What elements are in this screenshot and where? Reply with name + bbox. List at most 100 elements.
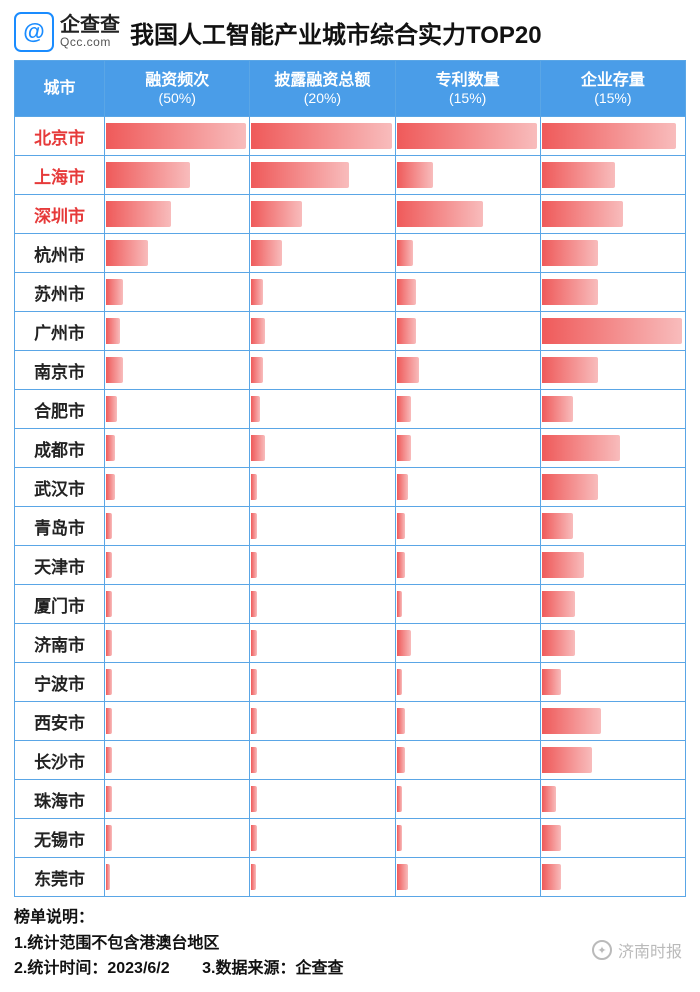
table-row: 合肥市 (15, 390, 686, 429)
bar-cell (395, 663, 540, 702)
bar (106, 708, 112, 734)
bar-cell (540, 741, 685, 780)
bar-cell (395, 234, 540, 273)
bar (397, 435, 411, 461)
bar (397, 513, 405, 539)
bar-cell (540, 429, 685, 468)
table-row: 厦门市 (15, 585, 686, 624)
city-name: 杭州市 (15, 234, 105, 273)
bar-cell (250, 858, 395, 897)
bar-cell (395, 468, 540, 507)
table-row: 东莞市 (15, 858, 686, 897)
bar (397, 669, 403, 695)
bar (542, 669, 562, 695)
city-name: 珠海市 (15, 780, 105, 819)
bar-cell (105, 195, 250, 234)
city-name: 宁波市 (15, 663, 105, 702)
bar (397, 474, 408, 500)
bar (106, 357, 123, 383)
bar-cell (395, 429, 540, 468)
city-name: 广州市 (15, 312, 105, 351)
bar (251, 864, 255, 890)
table-row: 宁波市 (15, 663, 686, 702)
bar (106, 786, 112, 812)
bar (542, 825, 562, 851)
bar-cell (105, 624, 250, 663)
bar (542, 474, 598, 500)
bar-cell (105, 273, 250, 312)
bar (106, 864, 110, 890)
bar (542, 201, 623, 227)
bar-cell (105, 351, 250, 390)
bar-cell (105, 390, 250, 429)
bar-cell (105, 546, 250, 585)
table-row: 深圳市 (15, 195, 686, 234)
bar (106, 396, 117, 422)
notes-line2a: 2.统计时间：2023/6/2 (14, 960, 170, 977)
bar (251, 747, 257, 773)
bar (106, 591, 112, 617)
bar (251, 162, 349, 188)
city-name: 济南市 (15, 624, 105, 663)
bar-cell (540, 351, 685, 390)
bar-cell (250, 546, 395, 585)
bar-cell (250, 156, 395, 195)
bar (397, 240, 414, 266)
table-row: 天津市 (15, 546, 686, 585)
bar (106, 825, 112, 851)
bar (251, 786, 257, 812)
bar (542, 240, 598, 266)
bar (106, 240, 148, 266)
bar-cell (105, 780, 250, 819)
city-name: 南京市 (15, 351, 105, 390)
bar-cell (250, 780, 395, 819)
bar-cell (395, 312, 540, 351)
bar (542, 786, 556, 812)
notes-line2b: 3.数据来源：企查查 (202, 960, 343, 977)
bar (251, 630, 257, 656)
watermark: ✦ 济南时报 (592, 938, 682, 962)
bar (397, 552, 405, 578)
bar (106, 474, 114, 500)
bar (106, 747, 112, 773)
bar-cell (250, 702, 395, 741)
bar-cell (540, 507, 685, 546)
table-row: 南京市 (15, 351, 686, 390)
city-name: 西安市 (15, 702, 105, 741)
bar-cell (540, 858, 685, 897)
bar-cell (395, 273, 540, 312)
bar (397, 864, 408, 890)
header: @ 企查查 Qcc.com 我国人工智能产业城市综合实力TOP20 (14, 12, 686, 52)
bar (397, 123, 537, 149)
bar (251, 591, 257, 617)
bar-cell (250, 819, 395, 858)
bar-cell (395, 780, 540, 819)
table-row: 济南市 (15, 624, 686, 663)
bar (542, 396, 573, 422)
bar-cell (395, 819, 540, 858)
bar-cell (395, 195, 540, 234)
city-name: 北京市 (15, 117, 105, 156)
bar-cell (540, 312, 685, 351)
bar-cell (540, 195, 685, 234)
bar-cell (105, 741, 250, 780)
bar-cell (395, 507, 540, 546)
city-name: 厦门市 (15, 585, 105, 624)
bar-cell (250, 117, 395, 156)
table-row: 无锡市 (15, 819, 686, 858)
bar-cell (250, 312, 395, 351)
bar-cell (105, 702, 250, 741)
bar (251, 474, 257, 500)
bar-cell (540, 663, 685, 702)
bar (397, 630, 411, 656)
table-row: 广州市 (15, 312, 686, 351)
bar (542, 513, 573, 539)
bar (542, 162, 615, 188)
bar (397, 357, 419, 383)
bar (251, 552, 257, 578)
bar (106, 552, 112, 578)
bar (397, 825, 403, 851)
bar (542, 747, 592, 773)
bar-cell (250, 429, 395, 468)
city-name: 无锡市 (15, 819, 105, 858)
